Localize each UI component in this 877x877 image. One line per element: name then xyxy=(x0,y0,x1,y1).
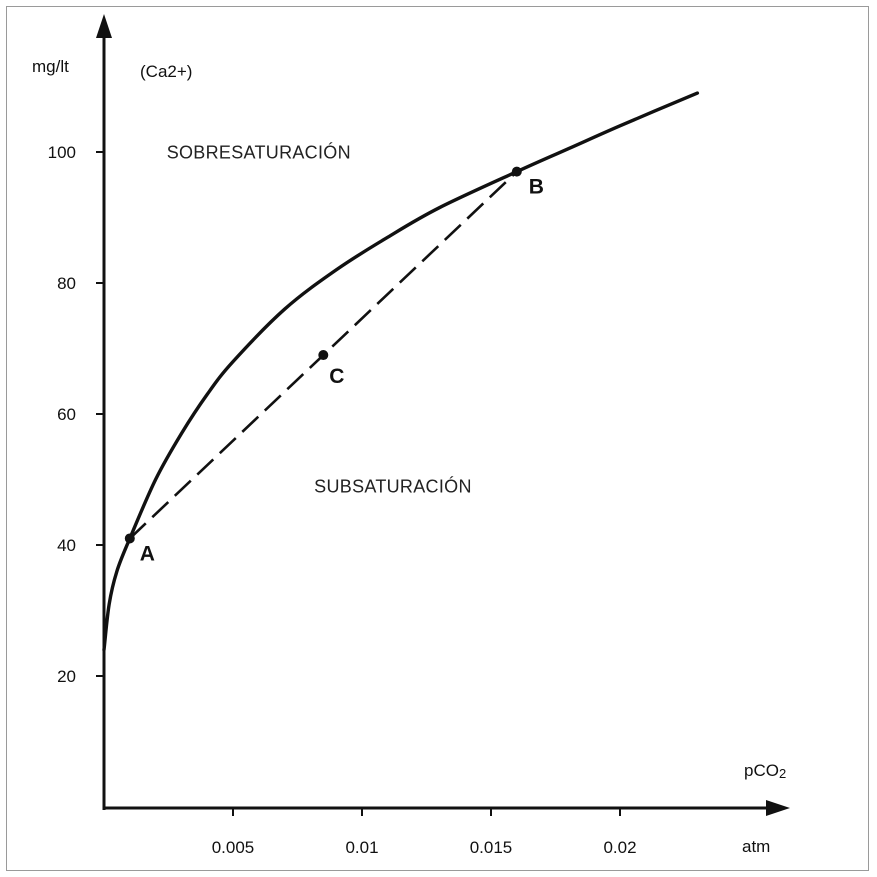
y-tick-label: 100 xyxy=(48,143,76,162)
y-axis-label: mg/lt xyxy=(32,57,69,76)
y-axis-species-label: (Ca2+) xyxy=(140,62,192,81)
undersaturation-label: SUBSATURACIÓN xyxy=(314,476,472,497)
point-b-label: B xyxy=(529,176,544,199)
x-tick-label: 0.015 xyxy=(470,838,513,857)
y-tick-label: 80 xyxy=(57,274,76,293)
x-tick-label: 0.005 xyxy=(212,838,255,857)
y-tick-label: 60 xyxy=(57,405,76,424)
supersaturation-label: SOBRESATURACIÓN xyxy=(167,142,351,163)
x-tick-label: 0.02 xyxy=(603,838,636,857)
series-layer xyxy=(102,91,700,652)
y-tick-label: 20 xyxy=(57,667,76,686)
x-tick-label: 0.01 xyxy=(345,838,378,857)
x-axis-label: pCO2 xyxy=(744,761,786,781)
y-tick-label: 40 xyxy=(57,536,76,555)
point-a-marker xyxy=(124,533,135,544)
y-axis-arrow xyxy=(96,14,112,38)
point-b-marker xyxy=(511,166,522,177)
x-ticks: 0.005 0.01 0.015 0.02 xyxy=(212,808,637,857)
point-c-marker xyxy=(318,350,329,361)
point-c-label: C xyxy=(329,365,344,388)
figure-frame xyxy=(6,6,869,871)
x-axis-arrow xyxy=(766,800,790,816)
x-axis-unit-label: atm xyxy=(742,837,770,856)
point-a-label: A xyxy=(140,542,155,565)
regions-layer: SOBRESATURACIÓN SUBSATURACIÓN xyxy=(167,142,472,497)
points-layer: A B C xyxy=(124,166,544,565)
saturation-curve xyxy=(102,91,700,652)
y-ticks: 20 40 60 80 100 xyxy=(48,143,104,686)
